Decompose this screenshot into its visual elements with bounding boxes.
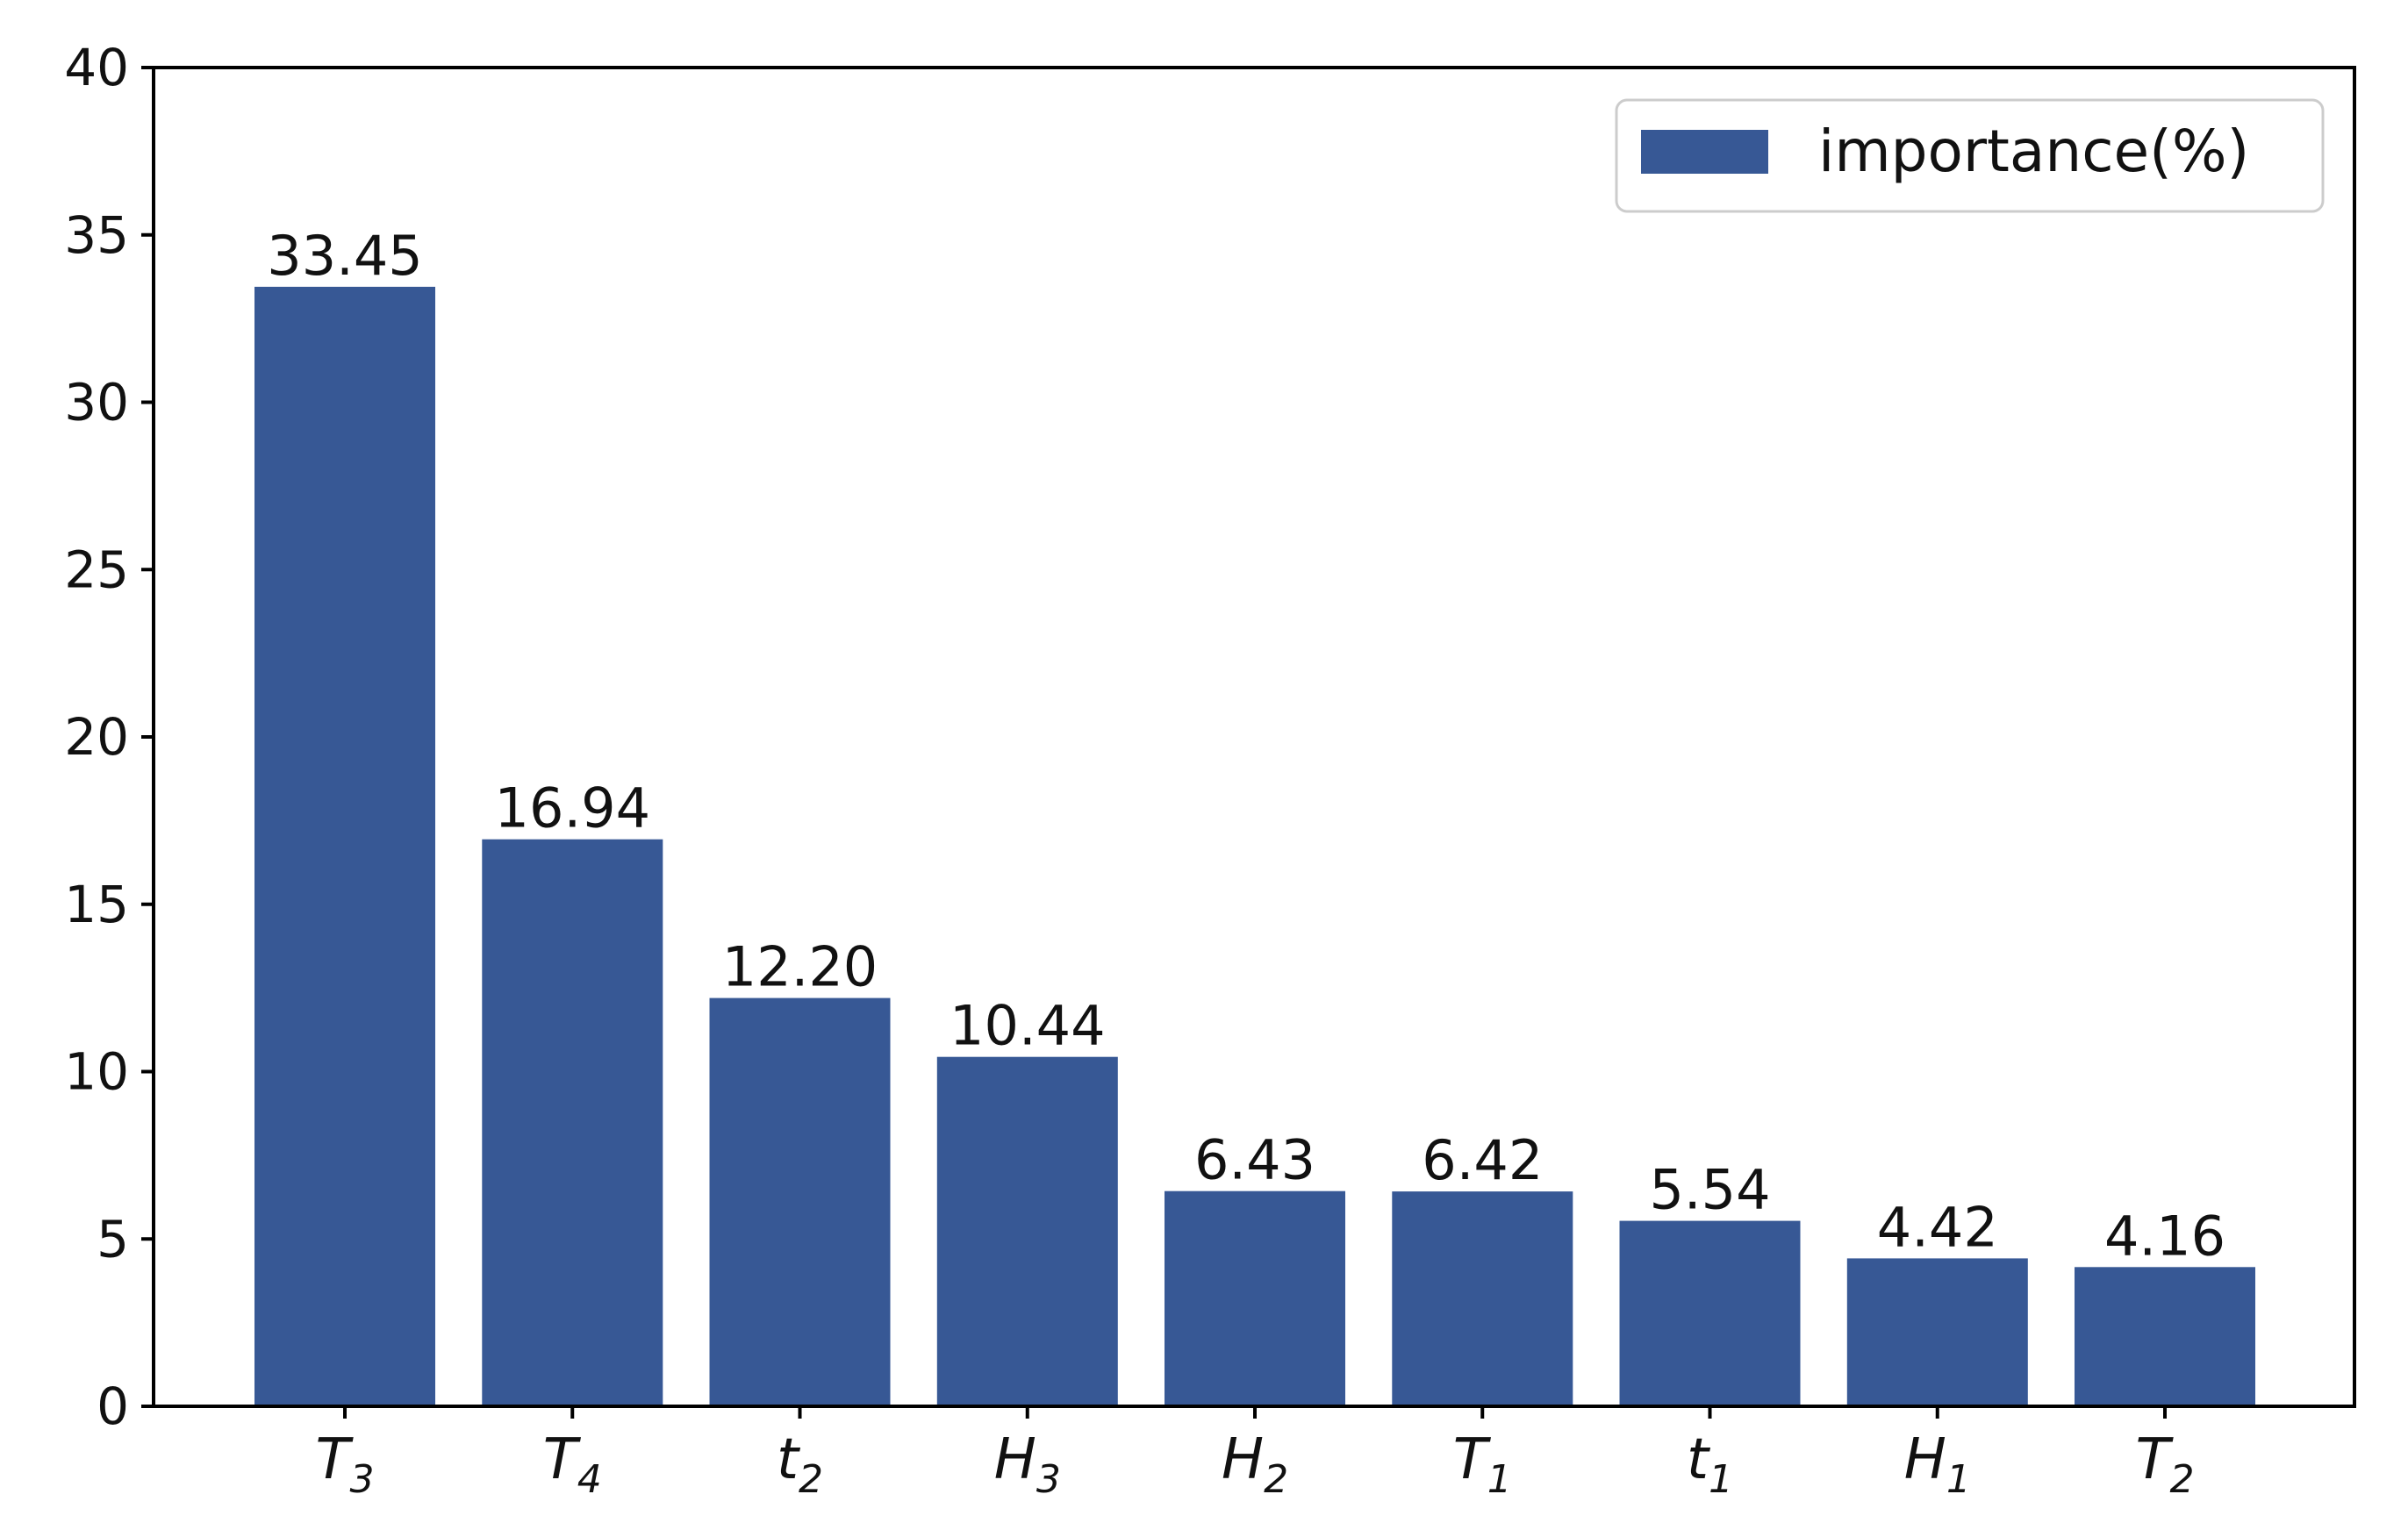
y-tick-label: 5 [97,1209,129,1269]
bar-value-label: 6.43 [1194,1128,1315,1192]
bar-value-label: 16.94 [495,776,651,840]
bar [1619,1220,1801,1406]
bar [2075,1267,2255,1406]
y-tick-label: 20 [64,707,129,767]
y-tick-label: 10 [64,1042,129,1102]
x-tick-label-base: T [315,1427,354,1492]
bars-layer [254,286,2255,1406]
y-tick-label: 0 [97,1376,129,1436]
x-tick-label-base: T [543,1427,582,1492]
bar [1846,1258,2028,1406]
bar-value-label: 4.16 [2104,1204,2225,1268]
x-tick-label-subscript: 1 [1709,1457,1733,1502]
y-tick-label: 35 [64,205,129,265]
x-tick-label-subscript: 2 [799,1457,823,1502]
value-labels-layer: 33.45 16.94 12.20 10.44 6.43 6.42 5.54 4.42 4.16 [267,224,2225,1268]
x-tick-label-subscript: 3 [350,1457,375,1502]
x-tick-label: T1 [1453,1427,1512,1502]
x-tick-label: H2 [1222,1427,1288,1502]
y-tick-label: 25 [64,540,129,599]
x-tick-label-base: H [994,1427,1036,1492]
x-tick-label-subscript: 2 [2170,1457,2195,1502]
x-tick-label: H3 [994,1427,1061,1502]
x-tick-label-base: T [2135,1427,2174,1492]
bar-value-label: 33.45 [267,224,423,288]
bar-value-label: 4.42 [1877,1195,1998,1259]
legend: importance(%) [1615,98,2325,213]
bar [936,1056,1118,1406]
x-tick-label-base: t [777,1427,801,1492]
bar-value-label: 12.20 [722,935,878,999]
legend-label: importance(%) [1818,118,2249,185]
x-tick-label-base: H [1904,1427,1946,1492]
bar [709,997,891,1406]
x-tick-label: t2 [777,1427,823,1502]
y-tick-label: 30 [64,373,129,433]
bar [1165,1190,1345,1406]
y-tick-label: 40 [64,38,129,97]
x-tick-label: T4 [543,1427,602,1502]
x-tick-label: T3 [315,1427,374,1502]
x-tick-label: T2 [2135,1427,2194,1502]
x-tick-label-subscript: 2 [1264,1457,1288,1502]
legend-box [1615,98,2325,213]
bar-value-label: 5.54 [1649,1158,1770,1222]
bar-value-label: 6.42 [1422,1128,1543,1192]
x-tick-label-subscript: 1 [1946,1457,1971,1502]
x-tick-label: t1 [1687,1427,1733,1502]
bar-value-label: 10.44 [950,994,1106,1058]
x-tick-label-subscript: 3 [1036,1457,1061,1502]
legend-swatch [1641,130,1768,174]
x-tick-label: H1 [1904,1427,1971,1502]
bar [254,286,435,1406]
x-tick-label-subscript: 1 [1487,1457,1512,1502]
bar [482,839,663,1406]
x-tick-label-base: T [1453,1427,1492,1492]
y-tick-label: 15 [64,875,129,934]
x-tick-label-subscript: 4 [577,1457,602,1502]
x-tick-label-base: H [1222,1427,1264,1492]
bar [1392,1191,1573,1406]
x-tick-label-base: t [1687,1427,1711,1492]
